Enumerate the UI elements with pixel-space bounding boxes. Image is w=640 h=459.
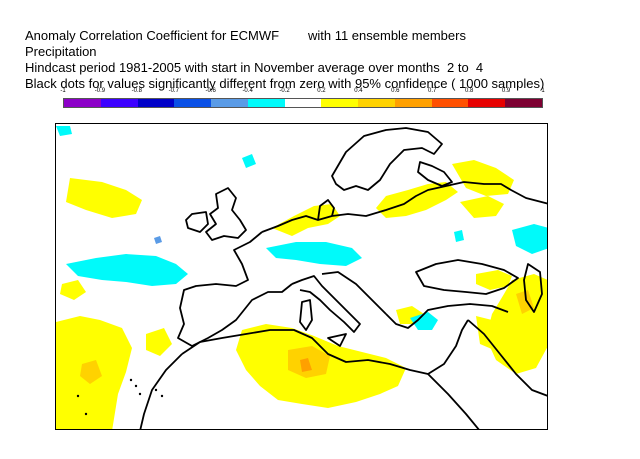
legend-tick-label: -0.9	[94, 88, 106, 94]
anomaly-region	[300, 358, 312, 372]
legend-tick-label: 0.9	[501, 88, 511, 94]
significance-dot	[160, 394, 164, 398]
legend-tick-label: 0.6	[391, 88, 400, 94]
legend-swatch	[358, 99, 395, 107]
significance-dot	[134, 384, 138, 388]
anomaly-region	[516, 290, 534, 314]
coastline-finland	[417, 161, 453, 187]
anomaly-region	[476, 270, 512, 290]
anomaly-region	[266, 242, 362, 266]
coastline-italy	[291, 275, 361, 333]
coastline-west-africa	[139, 353, 183, 429]
legend-tick-label: -0.4	[242, 88, 253, 94]
legend-tick-label: -0.7	[168, 88, 179, 94]
coastline-adriatic	[321, 271, 387, 315]
legend-swatches	[63, 98, 543, 108]
legend-tick-label: -0.2	[279, 88, 290, 94]
legend-swatch	[321, 99, 359, 107]
anomaly-region	[376, 182, 458, 218]
coastline-north-africa	[181, 329, 429, 375]
coastline-red-sea	[427, 373, 480, 429]
anomaly-fill-layer	[56, 126, 547, 429]
coastline-scandinavia	[331, 127, 443, 191]
anomaly-region	[454, 230, 464, 242]
coastline-corsica-sardinia	[299, 299, 313, 331]
legend-swatch	[137, 99, 175, 107]
significance-dots-layer	[76, 378, 164, 416]
legend-tick-label: -0.6	[205, 88, 216, 94]
significance-dot	[154, 388, 158, 392]
coastline-levant	[427, 319, 469, 375]
anomaly-region	[56, 126, 72, 136]
anomaly-region	[486, 274, 547, 374]
map-canvas	[56, 126, 547, 429]
anomaly-region	[80, 360, 102, 384]
anomaly-region	[460, 196, 504, 218]
legend-tick-label: -1	[60, 88, 66, 94]
legend-swatch	[211, 99, 248, 107]
coastline-france-iberia	[177, 231, 293, 347]
coastline-black-sea	[415, 259, 519, 295]
anomaly-map	[55, 123, 548, 430]
significance-dot	[76, 394, 80, 398]
anomaly-region	[512, 224, 547, 254]
anomaly-region	[146, 328, 172, 356]
coastline-north-europe	[261, 181, 547, 233]
coastline-great-britain	[205, 187, 247, 241]
legend-tick-label: 1	[541, 88, 545, 94]
legend-swatch	[64, 99, 101, 107]
anomaly-region	[476, 316, 500, 350]
legend-tick-label: 0.2	[317, 88, 326, 94]
hindcast-line: Hindcast period 1981-2005 with start in …	[25, 60, 484, 75]
color-legend: -1 -0.9 -0.8 -0.7 -0.6 -0.4 -0.2 0.2 0.4 0.6 0.7 0.…	[60, 88, 545, 112]
legend-swatch	[247, 99, 285, 107]
anomaly-region	[410, 312, 438, 330]
legend-swatch	[505, 99, 542, 107]
anomaly-region	[60, 280, 86, 300]
coastline-denmark	[317, 199, 335, 221]
significance-dot	[84, 412, 88, 416]
significance-line: Black dots for values significantly diff…	[25, 76, 545, 91]
legend-swatch	[431, 99, 469, 107]
legend-tick-label: 0.8	[464, 88, 474, 94]
chart-title-block: Anomaly Correlation Coefficient for ECMW…	[25, 28, 544, 92]
variable-line: Precipitation	[25, 44, 97, 59]
anomaly-region	[242, 154, 256, 168]
coastline-greece-turkey	[385, 303, 509, 329]
legend-tick-label: -0.8	[131, 88, 143, 94]
coastline-caspian	[523, 263, 543, 313]
anomaly-region	[272, 204, 340, 236]
legend-swatch	[174, 99, 212, 107]
anomaly-region	[66, 178, 142, 218]
significance-dot	[138, 392, 142, 396]
legend-swatch	[468, 99, 506, 107]
anomaly-region	[452, 160, 514, 196]
legend-tick-label: 0.7	[428, 88, 437, 94]
title-line: Anomaly Correlation Coefficient for ECMW…	[25, 28, 466, 43]
anomaly-region	[154, 236, 162, 244]
coastline-arabia	[467, 319, 547, 397]
significance-dot	[129, 378, 133, 382]
anomaly-region	[66, 254, 188, 286]
coastline-layer	[139, 127, 547, 429]
coastline-ireland	[185, 211, 209, 233]
coastline-sicily	[327, 333, 347, 347]
legend-swatch	[284, 99, 322, 107]
legend-swatch	[394, 99, 432, 107]
legend-swatch	[100, 99, 138, 107]
legend-tick-label: 0.4	[354, 88, 363, 94]
